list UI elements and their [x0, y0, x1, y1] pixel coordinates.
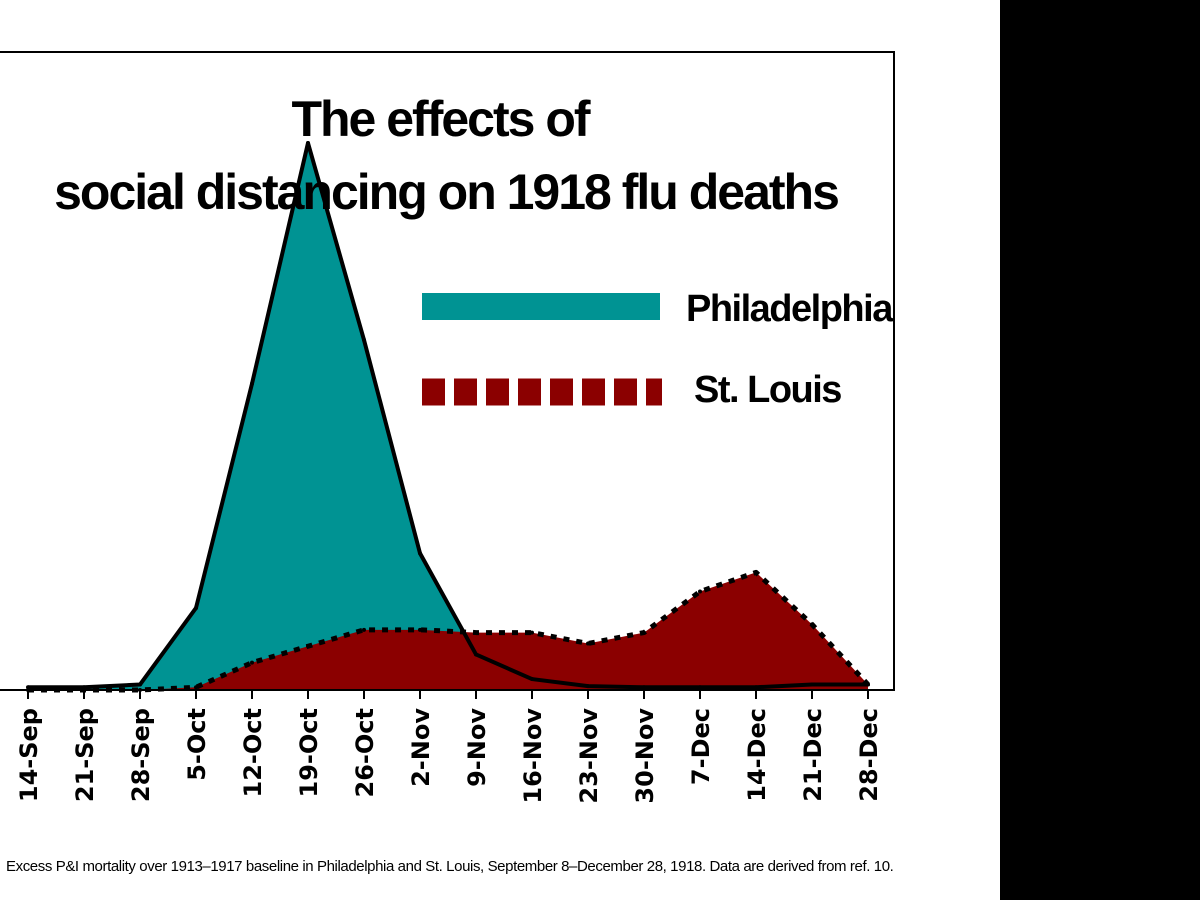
- data-point-philadelphia-2: [138, 682, 142, 687]
- data-point-philadelphia-4: [250, 381, 254, 386]
- data-point-philadelphia-6: [362, 337, 366, 342]
- data-point-philadelphia-3: [194, 605, 198, 610]
- x-tick-label-5: 19-Oct: [295, 708, 323, 797]
- chart: 14-Sep 21-Sep 28-Sep 5-Oct 12-Oct 19-Oct 26-Oc…: [0, 51, 896, 804]
- x-tick-label-14: 21-Dec: [799, 708, 827, 802]
- data-point-philadelphia-14: [810, 682, 814, 687]
- x-axis-ticks: [27, 690, 869, 699]
- data-point-st-louis-10: [586, 641, 590, 646]
- data-point-philadelphia-10: [586, 684, 590, 689]
- data-point-st-louis-9: [530, 630, 534, 635]
- x-tick-label-8: 9-Nov: [463, 708, 491, 787]
- series-area-philadelphia: [28, 143, 868, 690]
- x-tick-label-15: 28-Dec: [855, 708, 883, 802]
- data-point-philadelphia-5: [306, 141, 310, 145]
- x-tick-label-11: 30-Nov: [631, 708, 659, 804]
- x-tick-label-12: 7-Dec: [687, 708, 715, 785]
- data-point-st-louis-4: [250, 660, 254, 665]
- data-point-st-louis-11: [642, 630, 646, 635]
- x-tick-label-2: 28-Sep: [127, 708, 155, 802]
- legend: Philadelphia St. Louis: [422, 288, 896, 411]
- data-point-philadelphia-9: [530, 677, 534, 682]
- chart-title-line-2: social distancing on 1918 flu deaths: [54, 164, 838, 220]
- data-point-st-louis-13: [754, 570, 758, 575]
- x-axis-tick-labels: 14-Sep 21-Sep 28-Sep 5-Oct 12-Oct 19-Oct 26-Oc…: [15, 708, 883, 804]
- data-point-st-louis-7: [418, 627, 422, 632]
- x-tick-label-0: 14-Sep: [15, 708, 43, 802]
- data-point-st-louis-5: [306, 644, 310, 649]
- series-line-philadelphia: [28, 141, 868, 690]
- legend-swatch-philadelphia: [422, 293, 660, 320]
- data-point-philadelphia-8: [474, 652, 478, 657]
- data-point-st-louis-8: [474, 630, 478, 635]
- data-point-st-louis-12: [698, 589, 702, 594]
- x-tick-label-7: 2-Nov: [407, 708, 435, 787]
- data-point-st-louis-14: [810, 622, 814, 627]
- x-tick-label-6: 26-Oct: [351, 708, 379, 797]
- figure-caption: Excess P&I mortality over 1913–1917 base…: [6, 858, 894, 875]
- data-point-philadelphia-11: [642, 685, 646, 690]
- data-point-philadelphia-7: [418, 551, 422, 556]
- data-point-st-louis-3: [194, 685, 198, 690]
- data-point-st-louis-15: [866, 682, 870, 687]
- chart-title-line-1: The effects of: [291, 91, 590, 147]
- right-black-bar: [1000, 0, 1200, 900]
- x-tick-label-13: 14-Dec: [743, 708, 771, 802]
- data-point-philadelphia-12: [698, 685, 702, 690]
- data-point-st-louis-6: [362, 627, 366, 632]
- x-tick-label-4: 12-Oct: [239, 708, 267, 797]
- legend-label-philadelphia: Philadelphia: [686, 288, 894, 330]
- x-tick-label-10: 23-Nov: [575, 708, 603, 804]
- data-point-philadelphia-13: [754, 685, 758, 690]
- x-tick-label-1: 21-Sep: [71, 708, 99, 802]
- series-line-st-louis: [28, 569, 870, 693]
- x-tick-label-9: 16-Nov: [519, 708, 547, 804]
- legend-label-st-louis: St. Louis: [694, 369, 841, 411]
- x-tick-label-3: 5-Oct: [183, 708, 211, 781]
